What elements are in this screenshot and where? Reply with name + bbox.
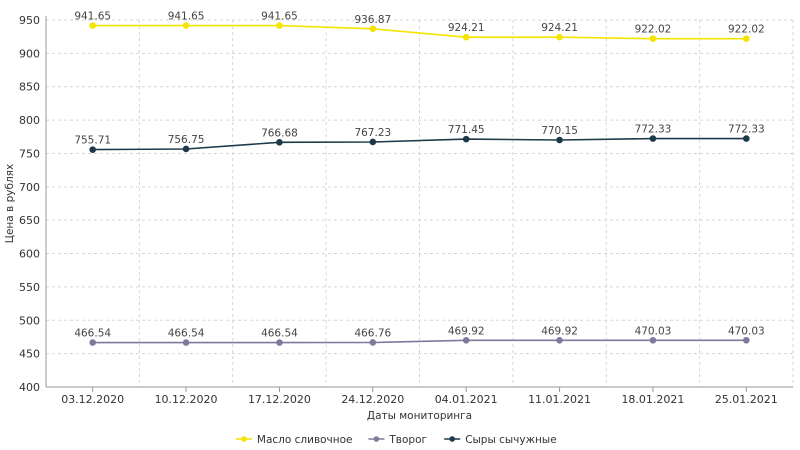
axes: 400 450 500 550 600 650 700 750 800 850 900 950 03.1…: [19, 14, 793, 406]
data-label: 756.75: [168, 134, 205, 146]
y-tick-label: 600: [19, 248, 40, 261]
data-label: 771.45: [448, 124, 485, 136]
series-line: [92, 339, 747, 344]
data-point: [462, 33, 470, 41]
data-point: [276, 22, 283, 29]
legend-label: Сыры сычужные: [465, 434, 556, 446]
data-point: [369, 25, 377, 33]
y-tick-label: 550: [19, 281, 40, 294]
x-tick-label: 10.12.2020: [155, 393, 218, 406]
x-tick-label: 18.01.2021: [621, 393, 684, 406]
data-point: [182, 22, 190, 29]
legend-swatch-marker: [373, 436, 380, 442]
y-tick-label: 650: [19, 214, 40, 227]
data-label: 466.54: [74, 328, 111, 340]
x-tick-label: 17.12.2020: [248, 393, 311, 406]
data-label: 924.21: [541, 22, 578, 34]
data-label: 466.54: [261, 328, 298, 340]
data-label: 469.92: [541, 325, 578, 337]
y-tick-label: 700: [19, 181, 40, 194]
legend-swatch-marker: [241, 436, 247, 442]
y-tick-label: 950: [19, 14, 40, 27]
x-tick-label: 04.01.2021: [435, 393, 498, 406]
data-point: [649, 135, 657, 142]
data-point: [182, 339, 190, 346]
data-label: 767.23: [354, 127, 391, 139]
data-point: [89, 146, 96, 153]
x-tick-label: 25.01.2021: [715, 393, 778, 406]
x-tick-label: 11.01.2021: [528, 393, 591, 406]
data-label: 922.02: [728, 24, 765, 36]
data-labels: 941.65 941.65 941.65 936.87 924.21 924.21 922.…: [74, 11, 764, 340]
data-label: 469.92: [448, 325, 485, 337]
legend-item[interactable]: Творог: [368, 434, 427, 446]
data-point: [89, 339, 96, 346]
data-label: 922.02: [635, 24, 672, 36]
data-point: [462, 135, 470, 143]
x-tick-label: 03.12.2020: [61, 393, 124, 406]
legend-item[interactable]: Сыры сычужные: [444, 434, 557, 446]
data-point: [556, 337, 563, 344]
data-label: 941.65: [74, 11, 111, 23]
data-label: 936.87: [354, 14, 391, 26]
data-point: [649, 35, 657, 42]
data-label: 766.68: [261, 127, 298, 139]
data-point: [276, 139, 283, 146]
data-point: [556, 136, 563, 144]
data-point: [649, 336, 657, 344]
data-label: 466.54: [168, 328, 205, 340]
y-tick-label: 750: [19, 147, 40, 160]
data-label: 755.71: [74, 135, 111, 147]
data-label: 772.33: [635, 124, 672, 136]
data-point: [462, 337, 470, 344]
x-tick-label: 24.12.2020: [341, 393, 404, 406]
legend-label: Творог: [388, 434, 427, 446]
data-point: [182, 145, 190, 153]
grid: [46, 19, 794, 387]
legend: Масло сливочное Творог Сыры сычужные: [235, 434, 557, 446]
series: [89, 22, 750, 346]
series-line: [92, 24, 747, 40]
y-tick-label: 900: [19, 47, 40, 60]
y-tick-label: 850: [19, 81, 40, 94]
x-axis-title: Даты мониторинга: [367, 410, 472, 422]
data-point: [369, 138, 377, 146]
legend-label: Масло сливочное: [257, 434, 353, 446]
y-tick-label: 400: [19, 381, 40, 394]
data-point: [743, 336, 750, 344]
data-label: 770.15: [541, 125, 578, 137]
data-point: [743, 35, 750, 42]
series-line: [92, 137, 747, 151]
data-label: 466.76: [354, 327, 391, 339]
data-label: 941.65: [168, 11, 205, 23]
data-label: 941.65: [261, 11, 298, 23]
data-label: 772.33: [728, 124, 765, 136]
data-point: [369, 339, 377, 346]
data-point: [556, 33, 563, 41]
legend-item[interactable]: Масло сливочное: [235, 434, 353, 446]
legend-swatch-marker: [449, 436, 456, 442]
y-axis-title: Цена в рублях: [4, 164, 16, 243]
data-label: 470.03: [728, 325, 765, 337]
y-tick-label: 450: [19, 348, 40, 361]
data-label: 470.03: [635, 325, 672, 337]
data-label: 924.21: [448, 22, 485, 34]
y-tick-label: 500: [19, 314, 40, 327]
data-point: [89, 22, 96, 29]
data-point: [276, 339, 283, 346]
y-tick-label: 800: [19, 114, 40, 127]
data-point: [743, 135, 750, 142]
